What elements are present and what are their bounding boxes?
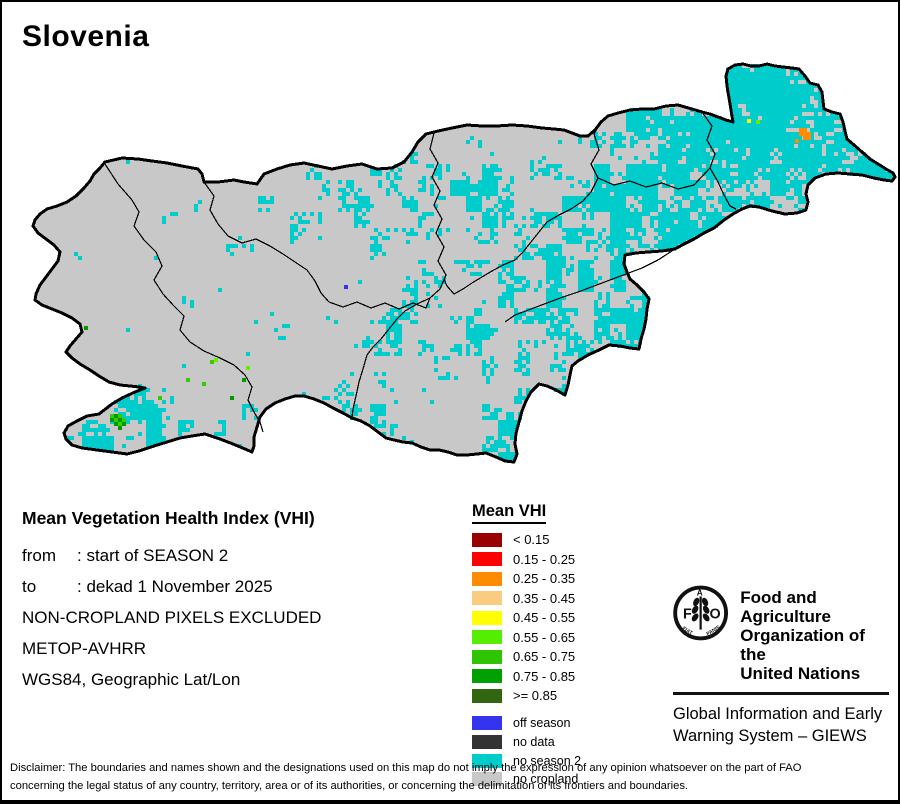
disclaimer-text: Disclaimer: The boundaries and names sho…: [10, 760, 896, 795]
legend-row-label: < 0.15: [513, 532, 550, 547]
legend-row: 0.45 - 0.55: [472, 610, 682, 625]
region-border: [597, 167, 711, 190]
legend-row: no season 2: [472, 753, 682, 768]
legend-swatch: [472, 734, 502, 749]
fao-logo-letter-o: O: [709, 607, 720, 623]
legend-row: 0.55 - 0.65: [472, 630, 682, 645]
map-info-block: Mean Vegetation Health Index (VHI) from:…: [22, 508, 467, 698]
region-border: [504, 248, 676, 323]
legend-row: >= 0.85: [472, 688, 682, 703]
legend-row: no data: [472, 734, 682, 749]
legend-swatch: [472, 772, 502, 787]
region-border: [104, 163, 264, 433]
legend-row: no cropland: [472, 772, 682, 787]
info-row: from : start of SEASON 2: [22, 543, 467, 574]
fao-logo-letter-f: F: [683, 607, 692, 623]
region-border: [443, 118, 604, 295]
legend-row-label: 0.15 - 0.25: [513, 551, 576, 567]
legend-swatch: [472, 571, 502, 586]
legend-heading: Mean VHI: [472, 502, 547, 524]
info-row: to : dekad 1 November 2025: [22, 574, 467, 605]
legend-swatch: [472, 669, 502, 683]
legend-swatch: [472, 552, 502, 566]
legend-row: < 0.15: [472, 532, 682, 547]
info-row-value: WGS84, Geographic Lat/Lon: [22, 670, 241, 689]
legend-class-rows: < 0.15 0.15 - 0.25 0.25 - 0.35 0.35 - 0.45 0…: [472, 532, 682, 703]
legend-row-label: >= 0.85: [513, 688, 558, 703]
page-title: Slovenia: [22, 20, 150, 53]
info-row-label: from: [22, 546, 56, 565]
legend-extra-rows: off season no data no season 2 no cropland: [472, 716, 682, 787]
legend-swatch: [472, 610, 502, 625]
fao-logo-letter-a: A: [697, 587, 703, 597]
legend-row-label: 0.65 - 0.75: [513, 649, 576, 664]
fao-name: Food and Agriculture Organization of the U…: [740, 582, 893, 683]
vhi-legend: Mean VHI < 0.15 0.15 - 0.25 0.25 - 0.35 0.3…: [472, 502, 682, 791]
country-border: [31, 62, 897, 464]
legend-swatch: [472, 630, 502, 644]
vhi-pixels-class: [795, 128, 811, 143]
legend-row-label: off season: [513, 716, 571, 730]
fao-name-line: United Nations: [740, 664, 861, 683]
info-row-value: NON-CROPLAND PIXELS EXCLUDED: [22, 608, 322, 627]
legend-row-label: 0.35 - 0.45: [513, 590, 576, 606]
legend-row: 0.75 - 0.85: [472, 669, 682, 684]
fao-block: F A O FIAT PANIS Food and Agriculture Org…: [673, 582, 893, 747]
info-rows: from : start of SEASON 2 to : dekad 1 Novem…: [22, 543, 467, 698]
region-border: [328, 297, 431, 310]
giews-line: Global Information and Early: [673, 705, 883, 723]
fao-logo: F A O FIAT PANIS: [673, 585, 729, 641]
legend-row: 0.25 - 0.35: [472, 571, 682, 586]
info-row-value: : dekad 1 November 2025: [77, 577, 273, 596]
info-row-value: METOP-AVHRR: [22, 639, 147, 658]
fao-name-line: Organization of the: [740, 626, 865, 664]
legend-swatch: [472, 716, 502, 730]
vhi-pixels-no-season2: [66, 64, 894, 460]
giews-line: Warning System – GIEWS: [673, 727, 867, 745]
giews-subtitle: Global Information and Early Warning Syst…: [673, 703, 893, 747]
fao-logo-motto-fiat: FIAT: [681, 626, 693, 637]
legend-row-label: 0.75 - 0.85: [513, 668, 576, 684]
disclaimer-line: concerning the legal status of any count…: [10, 779, 689, 792]
slovenia-vhi-map: [31, 62, 897, 464]
info-row-label: to: [22, 577, 37, 596]
region-border: [203, 181, 330, 303]
legend-swatch: [472, 532, 502, 547]
legend-swatch: [472, 688, 502, 703]
info-row: WGS84, Geographic Lat/Lon: [22, 667, 467, 698]
legend-row-label: no data: [513, 734, 555, 749]
legend-swatch: [472, 649, 502, 664]
legend-row-label: no season 2: [513, 753, 582, 768]
legend-row-label: 0.55 - 0.65: [513, 629, 576, 645]
legend-row-label: no cropland: [513, 772, 579, 787]
legend-swatch: [472, 591, 502, 605]
disclaimer-line: Disclaimer: The boundaries and names sho…: [10, 762, 802, 774]
legend-row: 0.15 - 0.25: [472, 552, 682, 567]
legend-row: 0.65 - 0.75: [472, 649, 682, 664]
info-row: METOP-AVHRR: [22, 636, 467, 667]
vhi-pixels-class: [747, 119, 751, 123]
fao-divider: [673, 692, 889, 695]
legend-row: 0.35 - 0.45: [472, 591, 682, 606]
legend-row-label: 0.25 - 0.35: [513, 571, 576, 586]
vhi-pixels-class: [344, 285, 348, 289]
fao-name-line: Food and Agriculture: [740, 588, 831, 626]
legend-swatch: [472, 753, 502, 768]
info-heading: Mean Vegetation Health Index (VHI): [22, 508, 315, 528]
legend-row: off season: [472, 716, 682, 730]
info-row: NON-CROPLAND PIXELS EXCLUDED: [22, 605, 467, 636]
legend-row-label: 0.45 - 0.55: [513, 610, 576, 625]
info-row-value: : start of SEASON 2: [77, 546, 229, 565]
